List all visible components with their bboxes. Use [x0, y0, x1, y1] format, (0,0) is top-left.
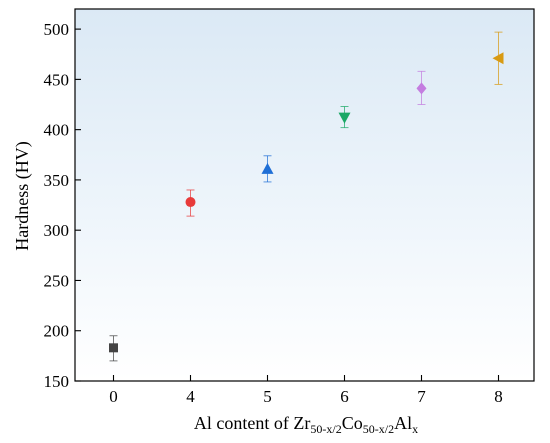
marker-square: [109, 343, 118, 353]
y-axis-label: Hardness (HV): [12, 141, 33, 250]
y-tick-label: 200: [44, 322, 70, 341]
x-axis: 0 4 5 6 7 8: [109, 375, 503, 406]
x-axis-label-sub3: x: [412, 422, 418, 436]
x-axis-label-sub1: 50-x/2: [310, 422, 341, 436]
x-tick-label: 7: [417, 387, 426, 406]
marker-circle: [185, 197, 196, 208]
x-tick-label: 4: [186, 387, 195, 406]
y-tick-label: 300: [44, 221, 70, 240]
x-axis-label-sub2: 50-x/2: [363, 422, 394, 436]
y-tick-label: 450: [44, 70, 70, 89]
x-tick-label: 5: [263, 387, 272, 406]
marker-diamond: [416, 82, 427, 95]
x-tick-label: 6: [340, 387, 349, 406]
y-tick-label: 250: [44, 271, 70, 290]
x-axis-label-mid: Co: [342, 413, 363, 433]
data-points: [109, 31, 504, 362]
x-tick-label: 8: [494, 387, 503, 406]
y-tick-label: 500: [44, 20, 70, 39]
y-tick-label: 400: [44, 121, 70, 140]
x-axis-label-tail: Al: [394, 413, 412, 433]
y-tick-label: 350: [44, 171, 70, 190]
x-axis-label-prefix: Al content of Zr: [194, 413, 310, 433]
marker-triangle-down: [338, 112, 351, 124]
x-axis-label: Al content of Zr50-x/2Co50-x/2Alx: [194, 413, 418, 436]
marker-triangle-left: [492, 52, 504, 65]
plot-area: [74, 8, 535, 382]
y-tick-label: 150: [44, 372, 70, 391]
x-tick-label: 0: [109, 387, 118, 406]
marker-triangle-up: [261, 162, 274, 174]
y-axis: 150 200 250 300 350 400 450 500: [44, 20, 81, 391]
